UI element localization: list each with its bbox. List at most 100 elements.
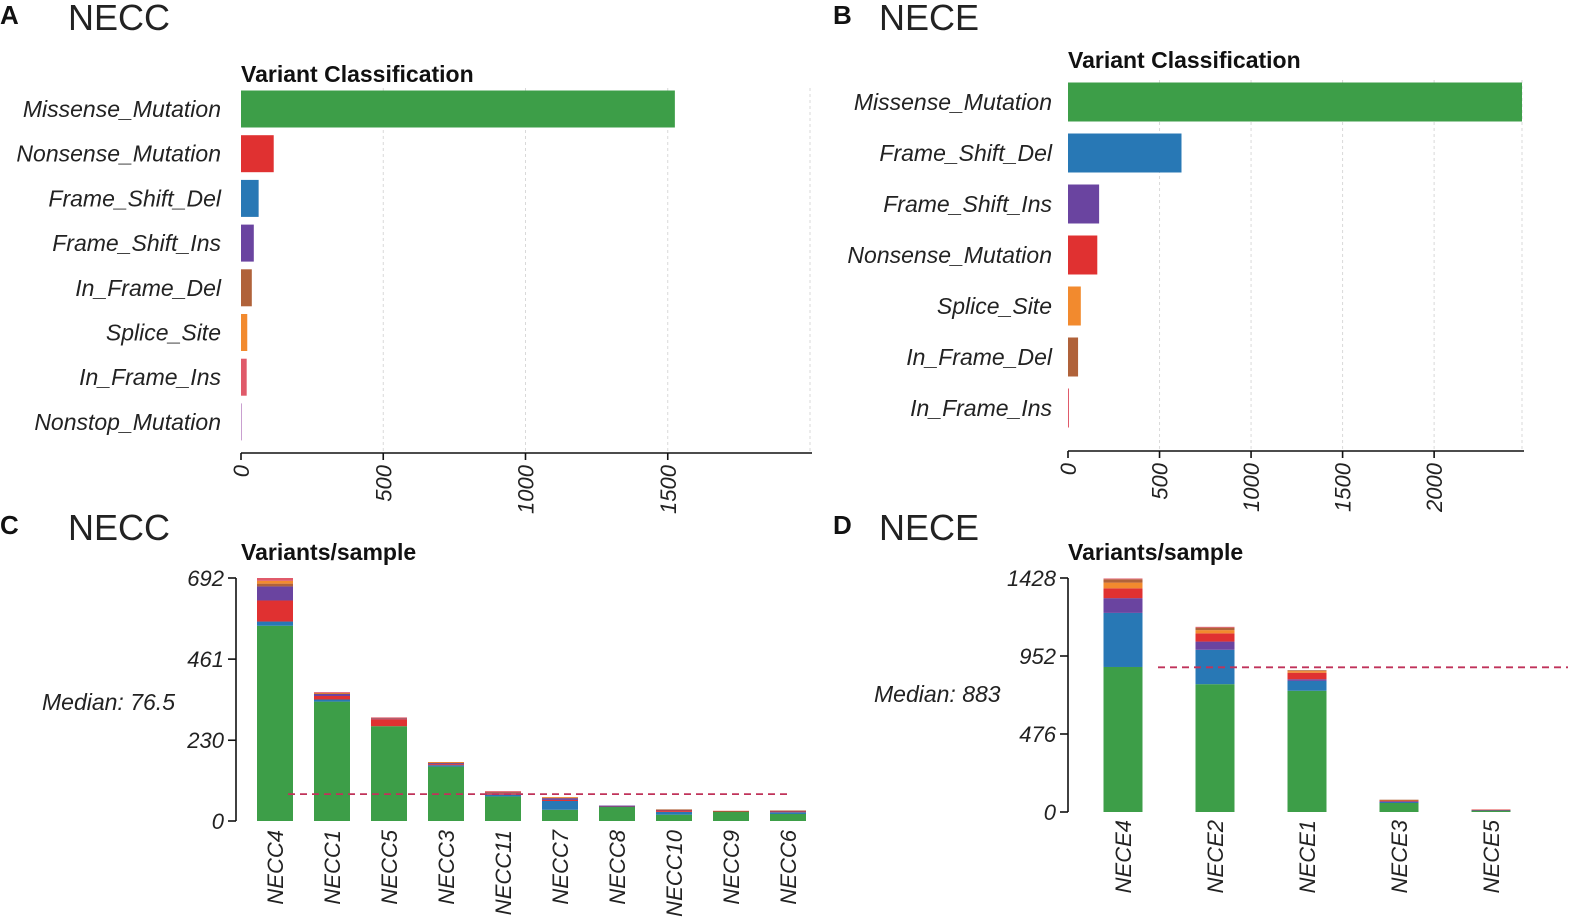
panel-c-bar-segment xyxy=(314,695,350,700)
panel-b-bar xyxy=(1068,286,1081,326)
panel-c-bar-segment xyxy=(428,764,464,766)
panel-c-bar-segment xyxy=(371,717,407,719)
panel-c-title: NECC xyxy=(68,507,170,548)
panel-c-bar-segment xyxy=(428,765,464,767)
panel-d-bar-segment xyxy=(1103,579,1143,583)
panel-c-sample-label: NECC7 xyxy=(548,829,573,904)
panel-b-tick-label: 500 xyxy=(1148,462,1173,499)
panel-c-bar-segment xyxy=(257,600,293,622)
panel-a-bar xyxy=(241,224,254,262)
panel-a-letter: A xyxy=(0,0,19,30)
panel-b-chart-title: Variant Classification xyxy=(1068,47,1301,73)
panel-a-tick-label: 500 xyxy=(371,464,396,501)
panel-c-bar-segment xyxy=(314,693,350,696)
panel-d-bar-segment xyxy=(1379,800,1419,802)
panel-d-bar-segment xyxy=(1287,690,1327,812)
panel-c-bar-segment xyxy=(257,625,293,821)
panel-c-tick-label: 0 xyxy=(212,809,225,834)
panel-a-chart-title: Variant Classification xyxy=(241,61,474,87)
panel-c-bar-segment xyxy=(599,806,635,821)
panel-c-bar-segment xyxy=(371,718,407,720)
panel-a-tick-label: 1000 xyxy=(514,464,539,514)
panel-c-sample-label: NECC9 xyxy=(719,830,744,905)
panel-c-bar-segment xyxy=(314,699,350,702)
panel-b-plot: Missense_Mutation Frame_Shift_Del Frame_Sh… xyxy=(847,80,1524,513)
panel-c-bar-segment xyxy=(485,793,521,795)
panel-d-sample-label: NECE2 xyxy=(1203,820,1228,893)
panel-b-bar xyxy=(1068,235,1098,275)
panel-d-sample-label: NECE4 xyxy=(1111,820,1136,893)
panel-a-bar xyxy=(241,179,259,217)
panel-b-category-label: Missense_Mutation xyxy=(854,89,1052,115)
panel-c-bar-segment xyxy=(428,762,464,763)
panel-b-category-label: Frame_Shift_Del xyxy=(879,140,1052,166)
panel-a-category-label: Frame_Shift_Ins xyxy=(52,230,221,256)
panel-d-bar-segment xyxy=(1195,633,1235,642)
panel-c-tick-label: 461 xyxy=(187,647,224,672)
panel-c-sample-label: NECC6 xyxy=(776,829,801,904)
panel-c-sample-label: NECC8 xyxy=(605,829,630,904)
panel-c-bar-segment xyxy=(485,796,521,821)
panel-d-bar-segment xyxy=(1195,641,1235,650)
panel-d-bar-segment xyxy=(1379,799,1419,801)
panel-c-bar-segment xyxy=(656,810,692,812)
panel-c-bar-segment xyxy=(542,798,578,800)
panel-a-bar xyxy=(241,358,247,396)
panel-d-tick-label: 952 xyxy=(1019,644,1056,669)
panel-a-bar xyxy=(241,403,242,441)
panel-d-sample-label: NECE5 xyxy=(1479,819,1504,893)
panel-d-bar-segment xyxy=(1103,588,1143,599)
panel-d-title: NECE xyxy=(879,507,979,548)
panel-d-bar-segment xyxy=(1287,670,1327,672)
panel-c-bar-segment xyxy=(428,763,464,765)
panel-c-bar-segment xyxy=(485,792,521,794)
panel-d-bar-segment xyxy=(1287,679,1327,681)
panel-d-bar-segment xyxy=(1103,582,1143,589)
panel-c-sample-label: NECC5 xyxy=(377,829,402,904)
panel-c-bar-segment xyxy=(542,799,578,801)
panel-a-bar xyxy=(241,135,274,173)
panel-c-bar-segment xyxy=(656,811,692,815)
panel-b-title: NECE xyxy=(879,0,979,38)
panel-b-category-label: Nonsense_Mutation xyxy=(847,242,1052,268)
panel-d-bar-segment xyxy=(1471,809,1511,811)
panel-d-bar-segment xyxy=(1471,810,1511,812)
panel-c-bar-segment xyxy=(314,701,350,821)
panel-c-bar-segment xyxy=(656,814,692,821)
panel-a-category-label: Nonsense_Mutation xyxy=(16,141,221,167)
panel-d-bar-segment xyxy=(1195,626,1235,628)
panel-d-bar-segment xyxy=(1103,598,1143,613)
panel-c-bar-segment xyxy=(770,813,806,821)
panel-c-bar-segment xyxy=(257,580,293,584)
panel-d-tick-label: 1428 xyxy=(1007,566,1057,591)
panel-b-bar xyxy=(1068,388,1069,428)
panel-b-category-label: In_Frame_Ins xyxy=(910,395,1052,421)
panel-d-tick-label: 0 xyxy=(1044,800,1057,825)
panel-c-bar-segment xyxy=(257,583,293,587)
panel-a-title: NECC xyxy=(68,0,170,38)
panel-a-category-label: Splice_Site xyxy=(106,320,221,346)
panel-a-tick-label: 1500 xyxy=(656,464,681,514)
panel-a-category-label: In_Frame_Ins xyxy=(79,364,221,390)
panel-b-letter: B xyxy=(833,0,852,30)
panel-c-bar-segment xyxy=(257,621,293,626)
panel-c-sample-label: NECC3 xyxy=(434,829,459,904)
panel-c-bar-segment xyxy=(314,692,350,693)
panel-d-bar-segment xyxy=(1195,684,1235,812)
panel-a-tick-label: 0 xyxy=(229,464,254,477)
panel-c-bar-segment xyxy=(713,810,749,812)
panel-c-bar-segment xyxy=(542,809,578,821)
panel-d-bar-segment xyxy=(1379,802,1419,812)
panel-d-bar-segment xyxy=(1195,627,1235,631)
panel-c-sample-label: NECC10 xyxy=(662,829,687,917)
panel-d-median-label: Median: 883 xyxy=(874,681,1001,707)
panel-b-tick-label: 1500 xyxy=(1331,462,1356,512)
panel-c-bar-segment xyxy=(599,805,635,807)
panel-b-tick-label: 2000 xyxy=(1422,462,1447,513)
panel-c-bar-segment xyxy=(314,692,350,694)
panel-d-bar-segment xyxy=(1195,630,1235,634)
panel-a-bar xyxy=(241,269,252,307)
panel-c-sample-label: NECC11 xyxy=(491,830,516,915)
panel-d-bar-segment xyxy=(1287,680,1327,691)
